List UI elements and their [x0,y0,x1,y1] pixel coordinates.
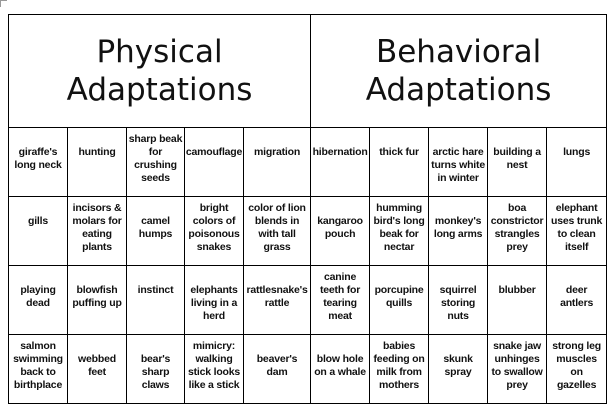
table-row: salmon swimming back to birthplace webbed… [8,334,608,404]
cell-text: hibernation [312,146,368,158]
cell-text: camel humps [138,215,173,240]
table-row: giraffe's long neck hunting sharp beak for… [8,127,608,197]
cell-text: squirrel storing nuts [439,284,477,322]
cell-text: instinct [137,284,174,296]
cell-text: bear's sharp claws [140,353,171,391]
cell-text: incisors & molars for eating plants [72,202,122,253]
cell-text: babies feeding on milk from mothers [373,340,425,391]
header-behavioral-adaptations: Behavioral Adaptations [310,14,608,128]
cell-text: lungs [563,146,591,158]
cell-text: blubber [498,284,536,296]
table-cell: building a nest [487,127,548,197]
cell-text: thick fur [379,146,419,158]
table-cell: elephants living in a herd [184,265,244,335]
cell-text: beaver's dam [256,353,298,378]
cell-text: salmon swimming back to birthplace [13,340,63,391]
table-cell: giraffe's long neck [8,127,68,197]
table-cell: monkey's long arms [428,196,489,266]
table-cell: instinct [126,265,185,335]
cell-text: bright colors of poisonous snakes [188,202,240,253]
table-cell: babies feeding on milk from mothers [369,334,430,404]
page-corner-mark [0,0,7,7]
cell-text: elephant uses trunk to clean itself [551,202,603,253]
table-cell: bear's sharp claws [126,334,185,404]
table-body: giraffe's long neck hunting sharp beak for… [8,127,608,404]
cell-text: kangaroo pouch [317,215,363,240]
cell-text: color of lion blends in with tall grass [248,202,306,253]
table-cell: kangaroo pouch [310,196,371,266]
table-cell: humming bird's long beak for nectar [369,196,430,266]
cell-text: strong leg muscles on gazelles [552,340,601,391]
table-cell: rattlesnake's rattle [242,265,312,335]
cell-text: rattlesnake's rattle [246,284,308,309]
cell-text: blowfish puffing up [72,284,122,309]
table-cell: color of lion blends in with tall grass [242,196,312,266]
cell-text: snake jaw unhinges to swallow prey [491,340,543,391]
table-cell: hibernation [310,127,371,197]
cell-text: sharp beak for crushing seeds [128,133,183,184]
cell-text: camouflage [185,146,243,158]
cell-text: boa constrictor strangles prey [490,202,544,253]
cell-text: hunting [78,146,116,158]
table-cell: lungs [546,127,608,197]
cell-text: monkey's long arms [433,215,483,240]
table-cell: elephant uses trunk to clean itself [546,196,608,266]
table-cell: thick fur [369,127,430,197]
table-cell: blow hole on a whale [310,334,371,404]
cell-text: arctic hare turns white in winter [431,146,485,184]
cell-text: mimicry: walking stick looks like a stic… [187,340,241,391]
table-cell: skunk spray [428,334,489,404]
table-row: playing dead blowfish puffing up instinct e… [8,265,608,335]
cell-text: canine teeth for tearing meat [319,271,361,322]
cell-text: humming bird's long beak for nectar [373,202,425,253]
table-cell: deer antlers [546,265,608,335]
header-physical-adaptations: Physical Adaptations [7,14,312,128]
cell-text: skunk spray [443,353,473,378]
table-cell: snake jaw unhinges to swallow prey [487,334,548,404]
table-cell: beaver's dam [242,334,312,404]
table-cell: blubber [487,265,548,335]
table-cell: sharp beak for crushing seeds [126,127,185,197]
cell-text: migration [254,146,301,158]
cell-text: building a nest [493,146,541,171]
table-cell: arctic hare turns white in winter [428,127,489,197]
cell-text: gills [27,215,48,227]
table-cell: playing dead [8,265,68,335]
table-cell: boa constrictor strangles prey [487,196,548,266]
cell-text: porcupine quills [374,284,424,309]
table-cell: camel humps [126,196,185,266]
cell-text: giraffe's long neck [14,146,62,171]
cell-text: blow hole on a whale [314,353,366,378]
table-cell: migration [242,127,312,197]
table-cell: gills [8,196,68,266]
cell-text: playing dead [20,284,56,309]
cell-text: webbed feet [78,353,116,378]
table-cell: camouflage [184,127,244,197]
table-cell: salmon swimming back to birthplace [8,334,68,404]
table-cell: mimicry: walking stick looks like a stic… [184,334,244,404]
cell-text: elephants living in a herd [190,284,238,322]
adaptations-bingo-table: Physical Adaptations Behavioral Adaptati… [7,14,608,404]
table-cell: blowfish puffing up [67,265,127,335]
cell-text: deer antlers [560,284,594,309]
table-cell: bright colors of poisonous snakes [184,196,244,266]
table-cell: incisors & molars for eating plants [67,196,127,266]
header-row: Physical Adaptations Behavioral Adaptati… [7,14,608,128]
table-row: gills incisors & molars for eating plants… [8,196,608,266]
table-cell: strong leg muscles on gazelles [546,334,608,404]
table-cell: squirrel storing nuts [428,265,489,335]
table-cell: porcupine quills [369,265,430,335]
table-cell: webbed feet [67,334,127,404]
table-cell: hunting [67,127,127,197]
table-cell: canine teeth for tearing meat [310,265,371,335]
